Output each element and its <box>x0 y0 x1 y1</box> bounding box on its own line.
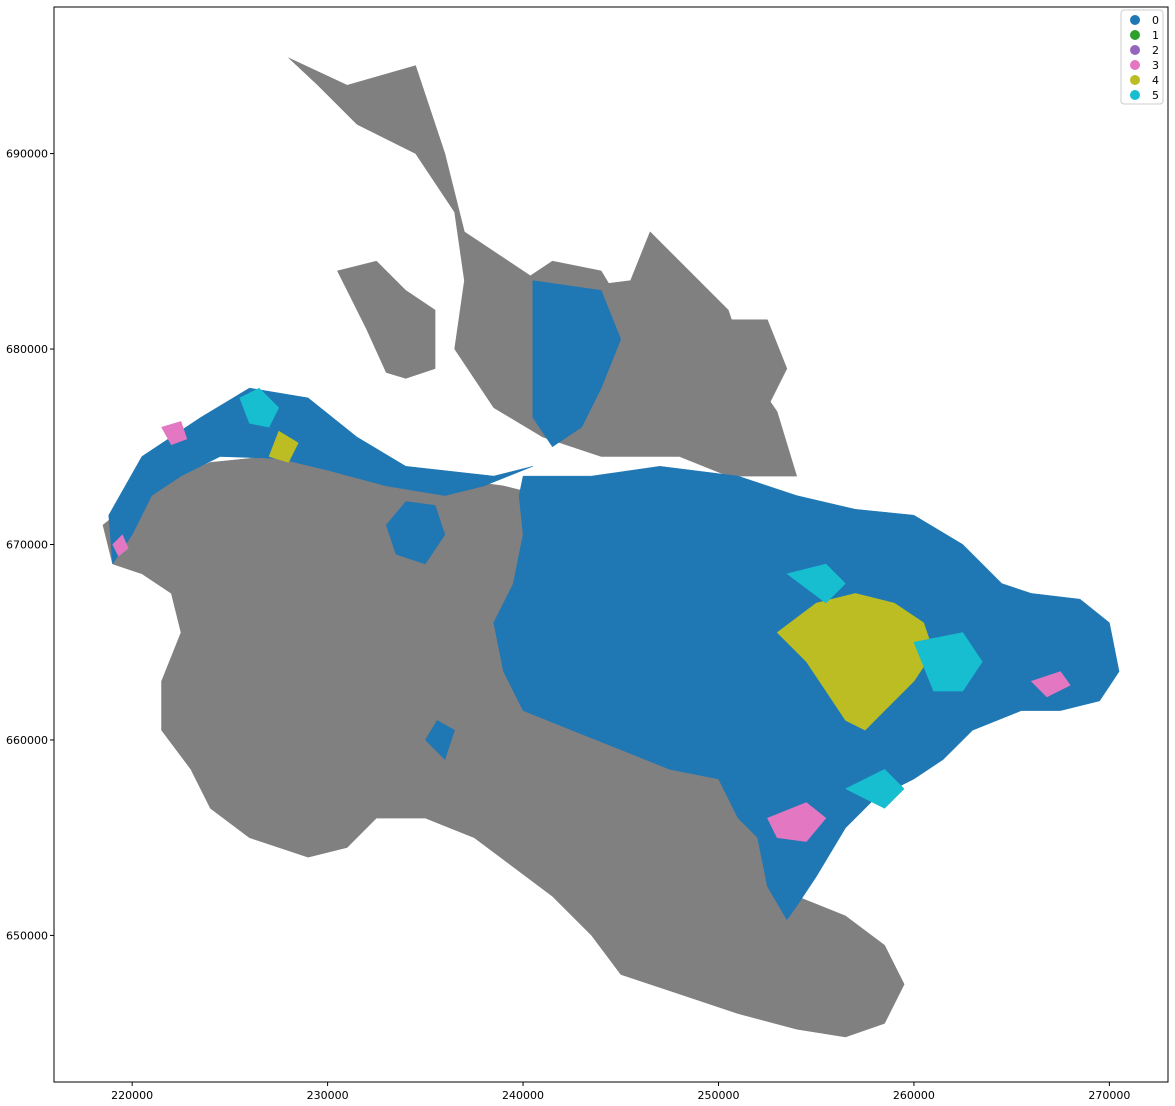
map-region-cluster-3 <box>112 534 129 557</box>
map-region-cluster-0 <box>424 720 455 760</box>
map-region-cluster-3 <box>1030 671 1071 698</box>
x-tick-label: 270000 <box>1088 1089 1130 1102</box>
y-axis-ticks: 650000 660000 670000 680000 690000 <box>6 148 54 942</box>
legend-label: 3 <box>1152 59 1159 72</box>
legend-label: 0 <box>1152 14 1159 27</box>
legend-label: 4 <box>1152 74 1159 87</box>
y-tick-label: 670000 <box>6 539 48 552</box>
legend-label: 1 <box>1152 29 1159 42</box>
map-region-nodata <box>708 319 788 428</box>
map-region-cluster-4 <box>268 430 299 463</box>
y-tick-label: 650000 <box>6 929 48 942</box>
map-region-cluster-3 <box>767 802 827 842</box>
map-region-nodata <box>288 57 798 477</box>
legend-marker <box>1130 30 1140 40</box>
y-tick-label: 680000 <box>6 343 48 356</box>
legend-marker <box>1130 15 1140 25</box>
map-region-cluster-5 <box>786 563 846 604</box>
map-region-cluster-0 <box>385 501 446 565</box>
map-region-cluster-3 <box>161 421 188 446</box>
x-tick-label: 250000 <box>697 1089 739 1102</box>
x-tick-label: 240000 <box>502 1089 544 1102</box>
map-region-cluster-5 <box>913 632 983 692</box>
map-regions <box>102 57 1120 1038</box>
map-region-cluster-0 <box>108 387 533 565</box>
x-tick-label: 220000 <box>111 1089 153 1102</box>
map-region-cluster-5 <box>239 387 280 428</box>
map-region-cluster-5 <box>844 768 905 809</box>
legend-marker <box>1130 90 1140 100</box>
y-tick-label: 660000 <box>6 734 48 747</box>
legend-label: 5 <box>1152 89 1159 102</box>
legend: 0 1 2 3 4 5 <box>1120 9 1164 105</box>
legend-marker <box>1130 75 1140 85</box>
x-tick-label: 260000 <box>893 1089 935 1102</box>
x-tick-label: 230000 <box>307 1089 349 1102</box>
legend-marker <box>1130 60 1140 70</box>
legend-label: 2 <box>1152 44 1159 57</box>
map-region-cluster-0 <box>532 280 622 448</box>
map-region-nodata <box>337 260 436 379</box>
map-region-cluster-4 <box>776 593 934 731</box>
x-axis-ticks: 220000 230000 240000 250000 260000 270000 <box>111 1082 1130 1102</box>
y-tick-label: 690000 <box>6 148 48 161</box>
legend-marker <box>1130 45 1140 55</box>
